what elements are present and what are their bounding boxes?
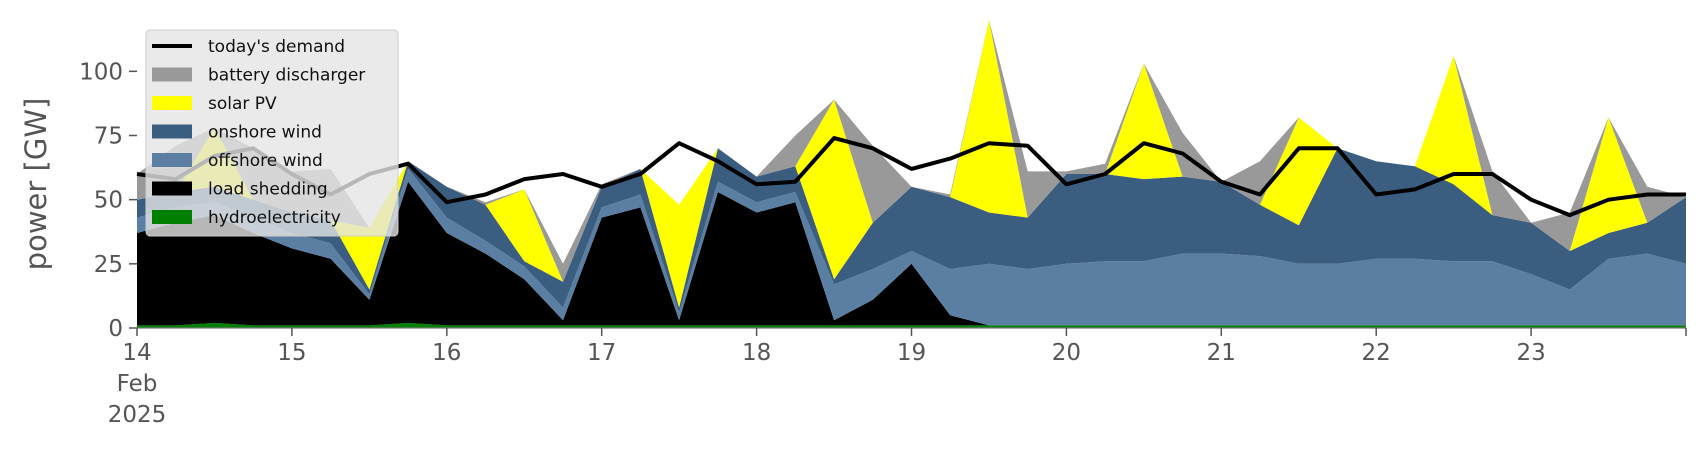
legend-label-load-shedding: load shedding: [208, 180, 328, 200]
y-axis-label: power [GW]: [19, 98, 53, 271]
y-tick-label: 0: [108, 316, 123, 342]
legend: today's demand battery discharger solar PV…: [145, 29, 399, 237]
y-tick-label: 100: [79, 59, 123, 85]
x-tick-label: 21: [1207, 340, 1236, 366]
x-tick-label: 22: [1362, 340, 1391, 366]
x-tick-label: 18: [742, 340, 771, 366]
x-tick-label: 16: [432, 340, 461, 366]
x-tick-label: 17: [587, 340, 616, 366]
legend-label-solar-pv: solar PV: [208, 94, 277, 114]
y-tick-label: 50: [94, 188, 123, 214]
area-offshore-wind: [137, 168, 1686, 326]
stacked-areas: [137, 20, 1686, 328]
legend-swatch-hydroelectricity: [152, 210, 192, 224]
legend-box: [145, 29, 399, 237]
legend-label-onshore-wind: onshore wind: [208, 123, 322, 143]
legend-swatch-battery-discharger: [152, 67, 192, 82]
legend-label-today-s-demand: today's demand: [208, 37, 345, 57]
y-tick-label: 25: [94, 252, 123, 278]
legend-label-hydroelectricity: hydroelectricity: [208, 208, 341, 228]
y-tick-label: 75: [94, 124, 123, 150]
area-onshore-wind: [137, 148, 1686, 313]
legend-label-battery-discharger: battery discharger: [208, 66, 365, 86]
x-tick-label: 14: [122, 340, 151, 366]
x-tick-label: 23: [1516, 340, 1545, 366]
area-load-shedding: [137, 181, 1686, 326]
x-tick-label: 19: [897, 340, 926, 366]
x-tick-label: 20: [1052, 340, 1081, 366]
x-tick-label: Feb: [117, 371, 158, 397]
axes: 0 25 50 75 100 14 Feb 2025 15 16 17 18 19 20 21 22 23: [79, 59, 1687, 428]
legend-label-offshore-wind: offshore wind: [208, 151, 323, 171]
legend-swatch-load-shedding: [152, 181, 192, 196]
x-tick-label: 15: [277, 340, 306, 366]
area-solar-pv: [137, 20, 1686, 308]
x-tick-label: 2025: [108, 402, 167, 428]
legend-swatch-offshore-wind: [152, 153, 192, 167]
area-hydroelectricity: [137, 322, 1686, 328]
legend-swatch-onshore-wind: [152, 124, 192, 139]
legend-swatch-solar-pv: [152, 96, 192, 110]
